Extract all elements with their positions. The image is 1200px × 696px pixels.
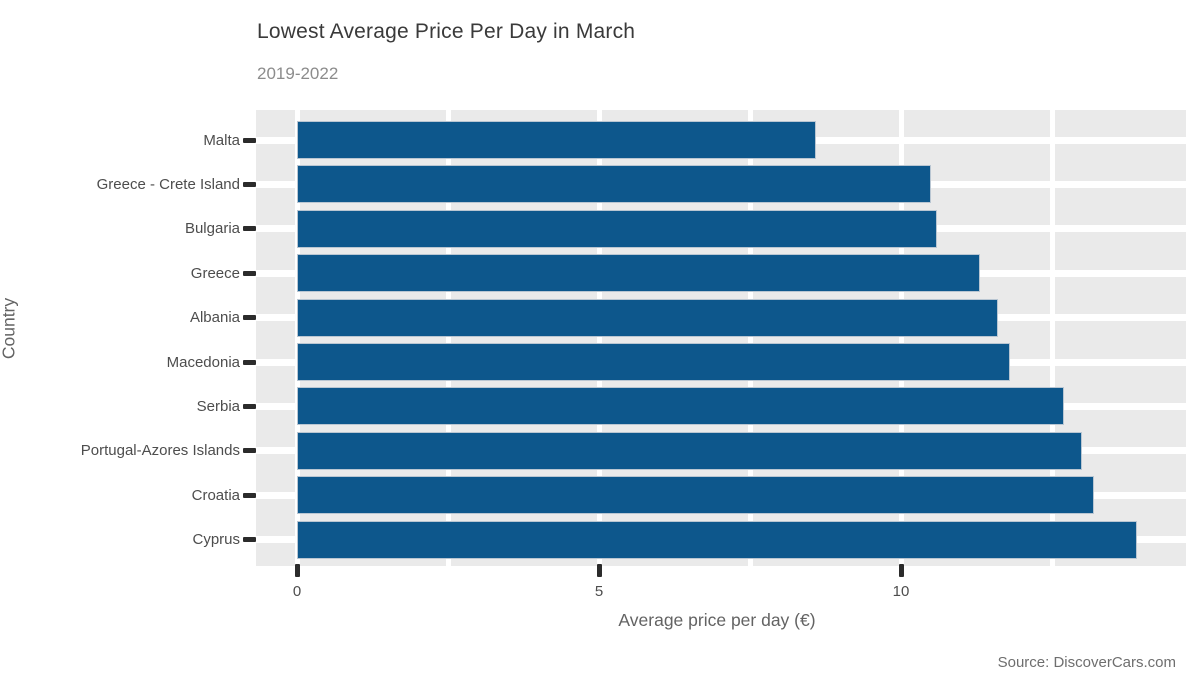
bar-cyprus (297, 520, 1137, 559)
gridline-vertical (747, 110, 753, 566)
x-axis-label: 0 (292, 583, 302, 600)
chart-subtitle: 2019-2022 (257, 64, 339, 83)
y-axis-tick (243, 359, 256, 365)
bar-malta (297, 121, 817, 159)
bar-greece-crete-island (297, 165, 932, 204)
source-attribution: Source: DiscoverCars.com (997, 654, 1176, 671)
y-axis-tick (243, 492, 256, 498)
x-axis-tick (898, 564, 904, 577)
gridline-vertical (445, 110, 451, 566)
y-axis-label: Malta (203, 131, 240, 149)
gridline-vertical (596, 110, 602, 566)
x-axis-label: 5 (594, 583, 604, 600)
bar-greece (297, 254, 980, 293)
y-axis-label: Serbia (196, 397, 240, 415)
y-axis-tick (243, 315, 256, 321)
x-axis-title: Average price per day (€) (618, 610, 816, 630)
y-axis-tick (243, 270, 256, 276)
bar-macedonia (297, 343, 1010, 381)
y-axis-tick (243, 537, 256, 543)
y-axis-label: Greece (190, 264, 240, 282)
y-axis-title: Country (0, 297, 19, 360)
y-axis-label: Greece - Crete Island (96, 175, 240, 193)
y-axis-label: Macedonia (166, 353, 240, 371)
x-axis-tick (596, 564, 602, 577)
bar-croatia (297, 476, 1095, 515)
bar-serbia (297, 387, 1065, 426)
x-axis-tick (294, 564, 300, 577)
y-axis-label: Cyprus (192, 531, 240, 549)
chart-title: Lowest Average Price Per Day in March (257, 20, 636, 43)
y-axis-label: Albania (189, 309, 240, 327)
plot-panel (256, 110, 1186, 566)
gridline-vertical (1049, 110, 1055, 566)
gridline-vertical (898, 110, 904, 566)
gridline-vertical (294, 110, 300, 566)
y-axis-tick (243, 226, 256, 232)
y-axis-label: Bulgaria (184, 220, 240, 238)
y-axis-tick (243, 448, 256, 454)
y-axis-tick (243, 403, 256, 409)
bar-portugal-azores-islands (297, 431, 1083, 470)
bar-bulgaria (297, 209, 938, 248)
bar-albania (297, 298, 998, 337)
y-axis-label: Portugal-Azores Islands (80, 442, 240, 460)
y-axis-label: Croatia (191, 486, 240, 504)
x-axis-label: 10 (892, 583, 910, 600)
y-axis-tick (243, 181, 256, 187)
y-axis-tick (243, 137, 256, 143)
